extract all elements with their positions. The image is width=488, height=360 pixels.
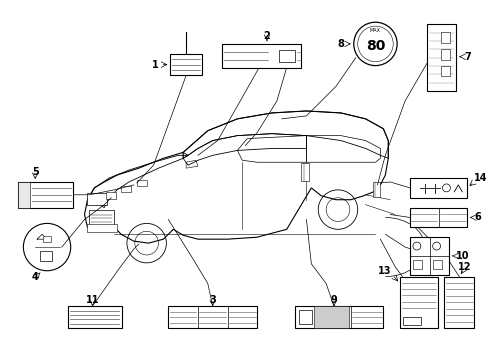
Bar — [168, 306, 257, 328]
Text: 6: 6 — [473, 212, 480, 222]
Bar — [426, 24, 455, 91]
Text: 14: 14 — [473, 173, 487, 183]
Bar — [440, 66, 449, 76]
Bar — [221, 44, 300, 68]
Bar — [440, 49, 449, 60]
Bar — [301, 163, 309, 181]
Text: 8: 8 — [336, 39, 343, 49]
Text: 9: 9 — [330, 295, 337, 305]
Bar — [40, 251, 52, 261]
Bar — [314, 306, 348, 328]
Bar — [402, 317, 420, 325]
Bar — [440, 32, 449, 43]
Bar — [409, 208, 466, 227]
Text: 10: 10 — [455, 251, 469, 261]
Text: 11: 11 — [85, 295, 99, 305]
Bar — [121, 186, 131, 192]
Bar — [444, 276, 473, 328]
Bar — [87, 193, 107, 204]
Bar — [294, 306, 383, 328]
Text: 13: 13 — [377, 266, 390, 276]
Text: 80: 80 — [365, 39, 385, 53]
Bar — [19, 182, 30, 208]
Bar — [43, 236, 51, 242]
Bar — [68, 306, 122, 328]
Bar — [409, 178, 466, 198]
Text: 3: 3 — [209, 295, 216, 305]
Bar — [298, 310, 312, 324]
Bar — [89, 210, 114, 227]
Bar — [106, 192, 116, 199]
Bar — [409, 237, 448, 275]
Text: 2: 2 — [263, 31, 270, 41]
Bar — [278, 50, 294, 62]
Text: 4: 4 — [32, 272, 39, 282]
Bar — [432, 260, 441, 269]
Bar — [19, 182, 73, 208]
Text: 1: 1 — [151, 60, 158, 69]
Bar — [373, 182, 380, 197]
Bar — [399, 276, 437, 328]
Text: 5: 5 — [32, 167, 39, 177]
Text: 12: 12 — [457, 262, 470, 272]
Text: 7: 7 — [463, 52, 470, 62]
Text: MAX: MAX — [369, 28, 380, 33]
Bar — [137, 180, 146, 186]
Bar — [412, 260, 421, 269]
Bar — [87, 224, 117, 232]
Bar — [170, 54, 202, 76]
